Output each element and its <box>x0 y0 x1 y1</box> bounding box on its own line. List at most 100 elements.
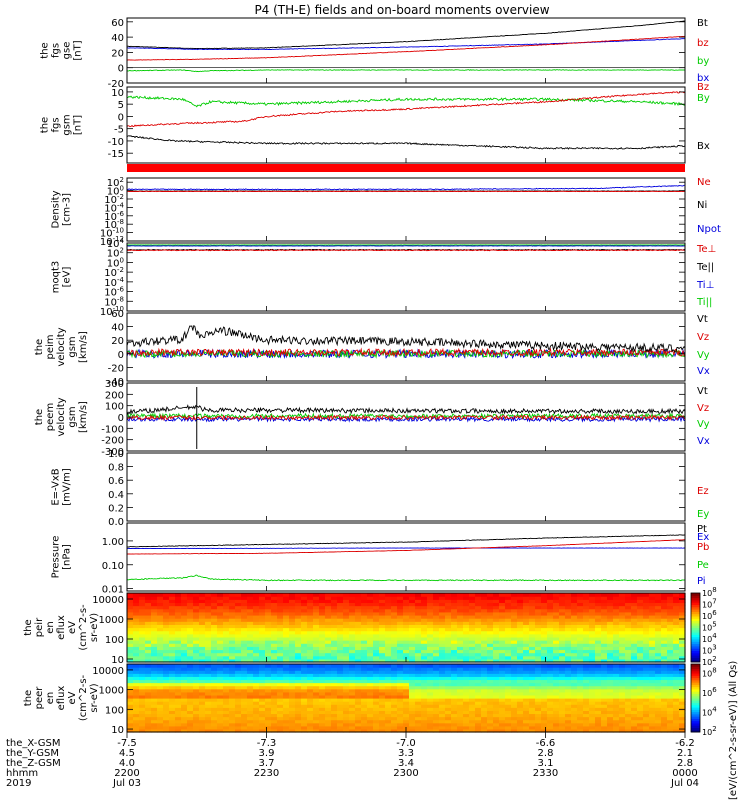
heatmap-cell <box>373 655 380 660</box>
heatmap-cell <box>211 593 218 597</box>
y-tick-label: -300 <box>101 447 124 458</box>
heatmap-cell <box>265 605 272 610</box>
heatmap-cell <box>661 627 668 632</box>
heatmap-cell <box>577 728 584 733</box>
heatmap-cell <box>265 725 272 730</box>
colorbar-tick-label: 102 <box>702 655 717 667</box>
heatmap-cell <box>505 646 512 651</box>
heatmap-cell <box>559 596 566 600</box>
heatmap-cell <box>517 643 524 647</box>
heatmap-cell <box>613 630 620 635</box>
heatmap-cell <box>649 685 656 690</box>
heatmap-cell <box>385 621 392 625</box>
heatmap-cell <box>535 649 542 654</box>
heatmap-cell <box>559 725 566 730</box>
heatmap-cell <box>535 599 542 604</box>
heatmap-cell <box>145 633 152 638</box>
heatmap-cell <box>469 710 476 715</box>
heatmap-cell <box>553 649 560 654</box>
heatmap-cell <box>151 676 158 681</box>
heatmap-cell <box>397 728 404 733</box>
heatmap-cell <box>577 652 584 657</box>
heatmap-cell <box>679 624 686 629</box>
heatmap-cell <box>391 667 398 671</box>
heatmap-cell <box>499 719 506 724</box>
heatmap-cell <box>187 605 194 610</box>
heatmap-cell <box>619 624 626 629</box>
heatmap-cell <box>421 643 428 647</box>
heatmap-cell <box>331 630 338 635</box>
heatmap-cell <box>469 722 476 727</box>
heatmap-cell <box>595 633 602 638</box>
heatmap-cell <box>583 655 590 660</box>
heatmap-cell <box>181 658 188 663</box>
heatmap-cell <box>427 599 434 604</box>
heatmap-cell <box>631 667 638 671</box>
heatmap-cell <box>175 704 182 708</box>
heatmap-cell <box>589 655 596 660</box>
y-tick-label: 60 <box>111 309 124 320</box>
heatmap-cell <box>661 667 668 671</box>
heatmap-cell <box>577 608 584 613</box>
heatmap-cell <box>127 602 134 607</box>
heatmap-cell <box>451 701 458 705</box>
heatmap-cell <box>565 636 572 641</box>
colorbar-cell <box>691 611 700 615</box>
heatmap-cell <box>481 621 488 625</box>
heatmap-cell <box>451 655 458 660</box>
heatmap-cell <box>211 685 218 690</box>
heatmap-cell <box>271 618 278 622</box>
heatmap-cell <box>289 667 296 671</box>
heatmap-cell <box>211 646 218 651</box>
heatmap-cell <box>445 614 452 619</box>
heatmap-cell <box>229 704 236 708</box>
heatmap-cell <box>319 701 326 705</box>
heatmap-cell <box>433 670 440 674</box>
heatmap-cell <box>349 630 356 635</box>
heatmap-cell <box>421 658 428 663</box>
heatmap-cell <box>361 725 368 730</box>
heatmap-cell <box>529 691 536 696</box>
heatmap-cell <box>631 670 638 674</box>
heatmap-cell <box>145 618 152 622</box>
heatmap-cell <box>487 608 494 613</box>
heatmap-cell <box>133 725 140 730</box>
heatmap-cell <box>409 614 416 619</box>
heatmap-cell <box>331 593 338 597</box>
heatmap-cell <box>595 713 602 718</box>
heatmap-cell <box>535 679 542 684</box>
heatmap-cell <box>199 722 206 727</box>
colorbar-cell <box>691 691 700 694</box>
heatmap-cell <box>433 649 440 654</box>
heatmap-cell <box>241 602 248 607</box>
heatmap-cell <box>601 608 608 613</box>
heatmap-cell <box>439 646 446 651</box>
heatmap-cell <box>163 611 170 616</box>
heatmap-cell <box>157 679 164 684</box>
heatmap-cell <box>229 688 236 693</box>
heatmap-cell <box>409 602 416 607</box>
heatmap-cell <box>271 716 278 721</box>
heatmap-cell <box>409 667 416 671</box>
heatmap-cell <box>553 664 560 668</box>
heatmap-cell <box>163 624 170 629</box>
heatmap-cell <box>199 716 206 721</box>
heatmap-cell <box>379 621 386 625</box>
heatmap-cell <box>157 655 164 660</box>
heatmap-cell <box>463 640 470 644</box>
heatmap-cell <box>559 716 566 721</box>
heatmap-cell <box>145 725 152 730</box>
heatmap-cell <box>289 698 296 702</box>
heatmap-cell <box>349 685 356 690</box>
heatmap-cell <box>229 673 236 677</box>
heatmap-cell <box>451 596 458 600</box>
heatmap-cell <box>595 685 602 690</box>
heatmap-cell <box>379 630 386 635</box>
heatmap-cell <box>403 679 410 684</box>
heatmap-cell <box>421 618 428 622</box>
heatmap-cell <box>601 624 608 629</box>
heatmap-cell <box>583 688 590 693</box>
heatmap-cell <box>397 658 404 663</box>
heatmap-cell <box>343 608 350 613</box>
